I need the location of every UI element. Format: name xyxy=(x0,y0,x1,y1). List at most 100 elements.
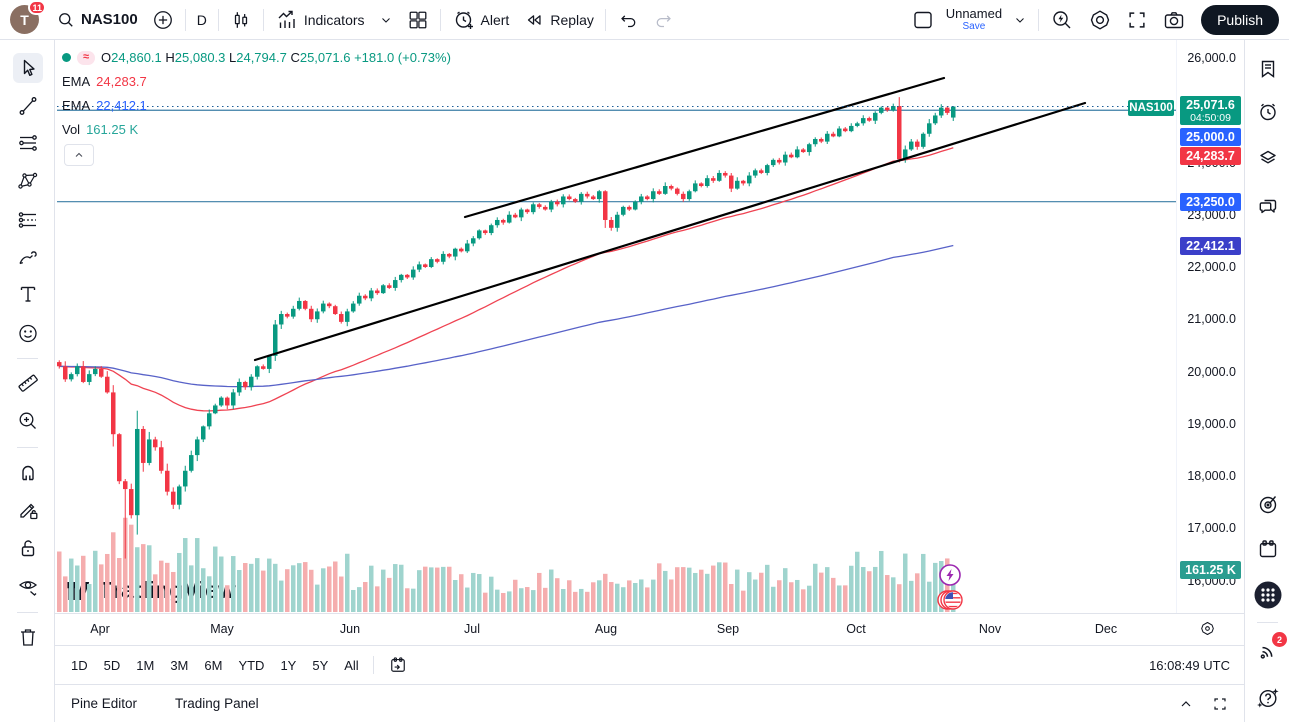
ema1-legend-row[interactable]: EMA 24,283.7 xyxy=(62,74,451,89)
legend-collapse-button[interactable] xyxy=(64,144,94,166)
time-axis-month-label: Nov xyxy=(978,622,1002,636)
time-axis-month-label: Oct xyxy=(846,622,866,636)
ema1-label: EMA xyxy=(62,74,91,89)
compare-add-symbol-button[interactable] xyxy=(145,5,181,35)
layout-select-button[interactable] xyxy=(904,5,942,35)
interval-button[interactable]: D xyxy=(190,5,214,35)
top-toolbar: T 11 NAS100 D Indicators Alert Replay xyxy=(0,0,1289,40)
chart-style-button[interactable] xyxy=(223,5,259,35)
fib-retracement-tool[interactable] xyxy=(13,205,43,235)
snapshot-camera-button[interactable] xyxy=(1155,5,1193,35)
streams-button[interactable]: 2 xyxy=(1253,632,1287,666)
gear-icon xyxy=(1088,8,1112,32)
time-axis-month-label: Sep xyxy=(716,622,740,636)
camera-icon xyxy=(1162,8,1186,32)
earnings-flash-icon xyxy=(939,564,961,586)
streams-notification-badge: 2 xyxy=(1272,632,1287,647)
price-chart-svg[interactable] xyxy=(55,40,1176,613)
us-economic-flags-icon xyxy=(937,590,963,610)
timeframe-1M[interactable]: 1M xyxy=(136,657,155,673)
timeframe-bar: 1D 5D 1M 3M 6M YTD 1Y 5Y All 16:08:49 UTC xyxy=(55,645,1244,684)
timeframe-All[interactable]: All xyxy=(344,657,359,673)
apps-menu-button[interactable] xyxy=(1253,580,1283,610)
timeframe-6M[interactable]: 6M xyxy=(204,657,223,673)
redo-icon xyxy=(653,9,675,31)
indicator-templates-chevron[interactable] xyxy=(372,5,400,35)
replay-button[interactable]: Replay xyxy=(516,5,601,35)
text-tool[interactable] xyxy=(13,279,43,309)
magnet-mode-tool[interactable] xyxy=(13,457,43,487)
chart-settings-button[interactable] xyxy=(1081,5,1119,35)
toolbar-divider xyxy=(184,8,186,31)
redo-button[interactable] xyxy=(646,5,682,35)
symbol-name: NAS100 xyxy=(81,11,138,28)
chat-button[interactable] xyxy=(1253,191,1283,221)
brush-tool[interactable] xyxy=(13,242,43,272)
notification-count-badge: 11 xyxy=(28,0,46,15)
remove-drawings-tool[interactable] xyxy=(13,622,43,652)
bottom-panel: Pine Editor Trading Panel xyxy=(55,684,1244,722)
hide-drawings-tool[interactable] xyxy=(13,571,43,601)
cursor-tool[interactable] xyxy=(13,53,43,83)
fullscreen-button[interactable] xyxy=(1119,5,1155,35)
price-badge: 23,250.0 xyxy=(1180,193,1241,211)
quick-search-button[interactable] xyxy=(1043,5,1081,35)
trend-line-tool[interactable] xyxy=(13,91,43,121)
create-alert-button[interactable]: Alert xyxy=(445,5,517,35)
horizontal-lines-tool[interactable] xyxy=(13,128,43,158)
timeframe-1D[interactable]: 1D xyxy=(71,657,88,673)
price-badge: 24,283.7 xyxy=(1180,147,1241,165)
user-avatar[interactable]: T 11 xyxy=(10,0,46,34)
indicators-button[interactable]: Indicators xyxy=(268,5,372,35)
watchlist-button[interactable] xyxy=(1253,54,1283,84)
timeframe-5Y[interactable]: 5Y xyxy=(312,657,329,673)
chart-legend: ≈ O24,860.1 H25,080.3 L24,794.7 C25,071.… xyxy=(62,50,451,146)
time-axis[interactable]: Apr May Jun Jul Aug Sep Oct Nov Dec xyxy=(55,613,1244,645)
panel-maximize-icon[interactable] xyxy=(1212,696,1228,712)
ohlc-key: L xyxy=(229,50,237,65)
publish-button[interactable]: Publish xyxy=(1201,4,1279,35)
screener-target-button[interactable] xyxy=(1253,489,1283,519)
xabcd-pattern-tool[interactable] xyxy=(13,166,43,196)
undo-button[interactable] xyxy=(610,5,646,35)
volume-legend-row[interactable]: Vol 161.25 K xyxy=(62,122,451,137)
timeframe-3M[interactable]: 3M xyxy=(170,657,189,673)
object-tree-button[interactable] xyxy=(1253,143,1283,173)
toolbar-divider xyxy=(372,656,374,674)
delayed-data-pill[interactable]: ≈ xyxy=(77,50,96,65)
lock-all-drawings-tool[interactable] xyxy=(13,533,43,563)
drawing-mode-lock-tool[interactable] xyxy=(13,495,43,525)
series-status-dot xyxy=(62,53,71,62)
symbol-search-button[interactable]: NAS100 xyxy=(49,5,145,35)
avatar-initial: T xyxy=(20,11,29,28)
ohlc-key: H xyxy=(165,50,175,65)
symbol-ohlc-row[interactable]: ≈ O24,860.1 H25,080.3 L24,794.7 C25,071.… xyxy=(62,50,451,65)
timeframe-5D[interactable]: 5D xyxy=(103,657,121,673)
candlestick-style-icon xyxy=(230,9,252,31)
time-axis-settings-icon[interactable] xyxy=(1199,620,1216,637)
ohlc-value: 25,080.3 xyxy=(174,50,229,65)
measure-ruler-tool[interactable] xyxy=(13,368,43,398)
price-axis[interactable]: 26,000.025,000.024,000.023,000.022,000.0… xyxy=(1176,40,1244,613)
save-link[interactable]: Save xyxy=(962,21,986,33)
emoji-tool[interactable] xyxy=(13,318,43,348)
layout-chevron[interactable] xyxy=(1006,5,1034,35)
bottom-tab-trading-panel[interactable]: Trading Panel xyxy=(175,696,259,711)
ema2-legend-row[interactable]: EMA 22,412.1 xyxy=(62,98,451,113)
zoom-in-tool[interactable] xyxy=(13,406,43,436)
toolbar-divider xyxy=(439,8,441,31)
help-button[interactable] xyxy=(1253,683,1283,713)
panel-collapse-chevron[interactable] xyxy=(1178,696,1194,712)
alerts-panel-button[interactable] xyxy=(1253,97,1283,127)
quick-search-icon xyxy=(1050,8,1074,32)
go-to-date-button[interactable] xyxy=(380,651,416,679)
timeframe-YTD[interactable]: YTD xyxy=(238,657,265,673)
timeframe-1Y[interactable]: 1Y xyxy=(280,657,297,673)
status-clock[interactable]: 16:08:49 UTC xyxy=(1149,657,1230,673)
price-axis-label: 26,000.0 xyxy=(1187,51,1236,65)
calendar-button[interactable] xyxy=(1253,534,1283,564)
layout-square-icon xyxy=(911,8,935,32)
bottom-tab-pine-editor[interactable]: Pine Editor xyxy=(71,696,138,711)
layout-name-button[interactable]: Unnamed Save xyxy=(942,6,1006,33)
grid-layout-button[interactable] xyxy=(400,5,436,35)
